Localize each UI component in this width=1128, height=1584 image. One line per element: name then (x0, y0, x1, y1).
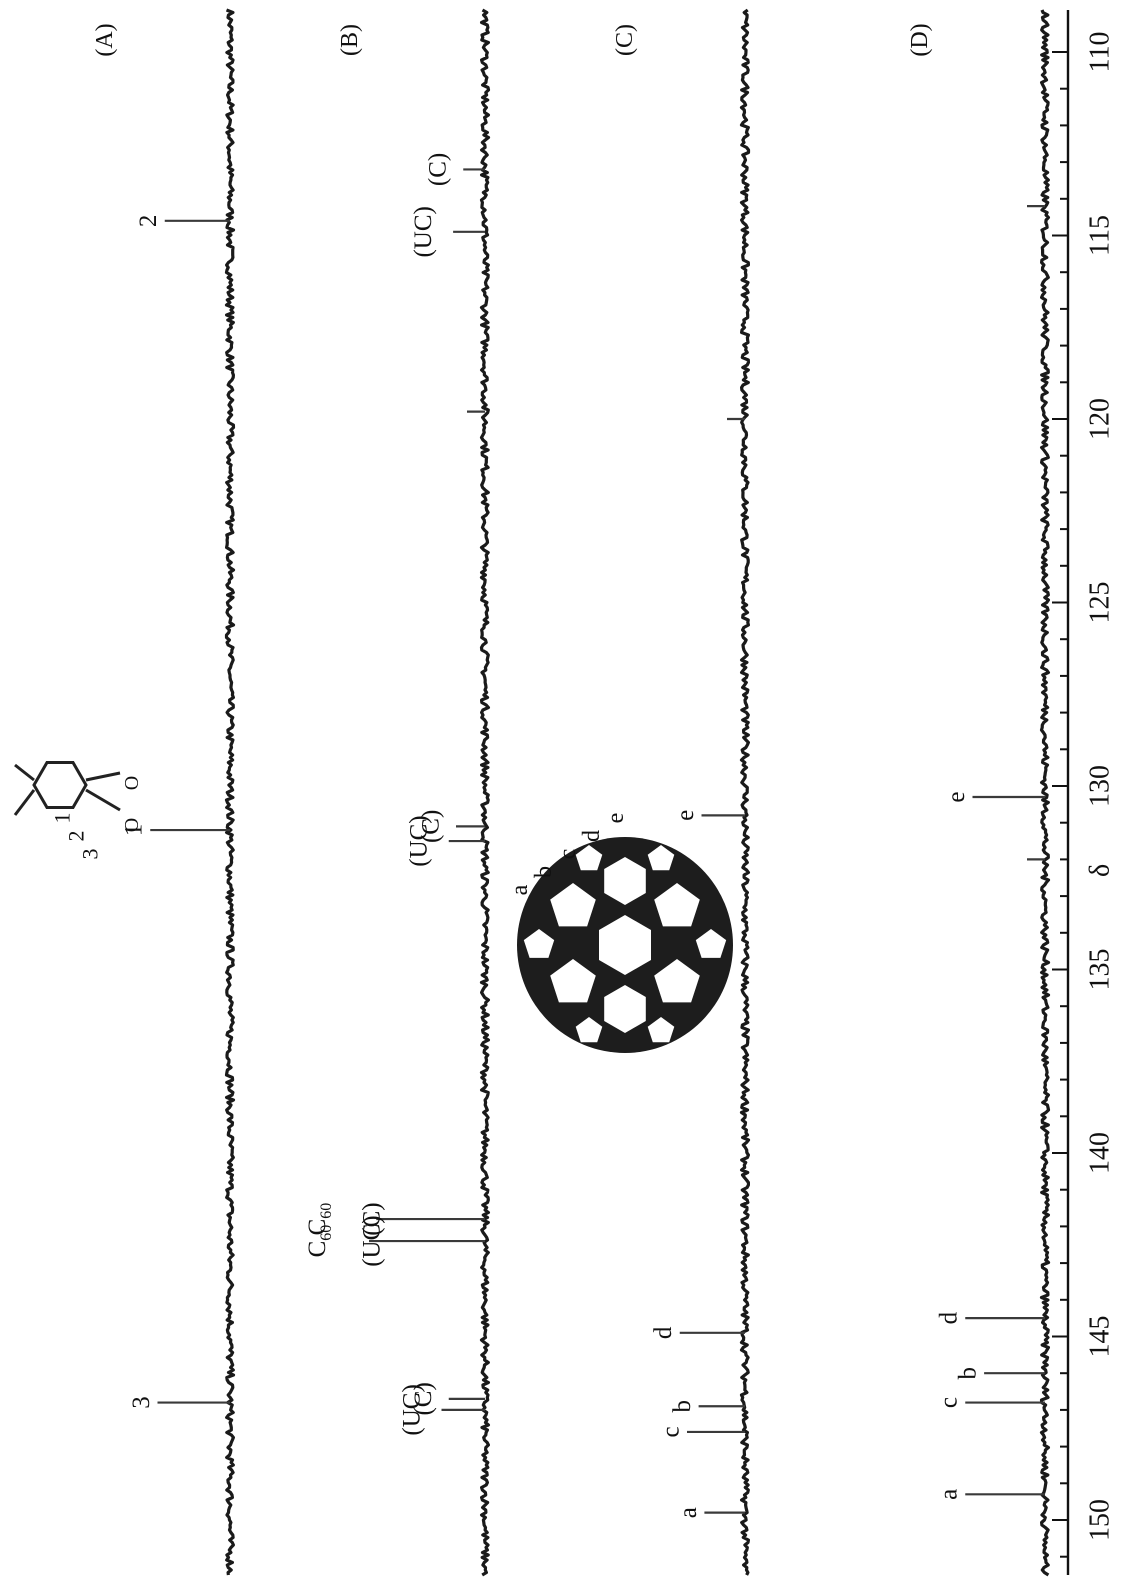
c60-peak-label: C60 (304, 1203, 335, 1236)
monomer-structure: OO (13, 761, 143, 832)
panel-label: (C) (612, 24, 638, 56)
peak-label: c (658, 1426, 685, 1437)
tick-label: 120 (1085, 398, 1116, 440)
peak-label: d (650, 1326, 677, 1339)
fullerene-face (654, 959, 700, 1003)
fullerene-face (575, 1017, 603, 1043)
panel-label: (B) (337, 24, 363, 56)
fullerene-face (654, 883, 700, 927)
peak-label: (UC) (406, 815, 433, 866)
spectrum-4 (965, 9, 1051, 1577)
spectrum-1 (150, 8, 236, 1576)
fullerene-c60-drawing (517, 837, 733, 1053)
peak-label: a (936, 1489, 963, 1500)
spectrum-2 (369, 8, 491, 1577)
tick-label: 140 (1085, 1132, 1116, 1174)
panel-label: (A) (92, 23, 118, 56)
peak-label: (C) (425, 153, 452, 186)
tick-label: 125 (1085, 582, 1116, 624)
peak-label: 2 (135, 215, 162, 228)
fullerene-position-label: d (579, 830, 605, 842)
benzene-ring (32, 761, 88, 809)
carbon-number-label: 3 (78, 849, 103, 860)
spectrum-trace (479, 8, 491, 1577)
peak-label: (UC) (410, 206, 437, 257)
fullerene-position-label: a (507, 884, 533, 895)
tick-label: 150 (1085, 1499, 1116, 1541)
tick-label: 130 (1085, 765, 1116, 807)
fullerene-face (575, 845, 603, 871)
oxygen-label: O (121, 776, 143, 790)
tick-label: 135 (1085, 949, 1116, 991)
fullerene-face (695, 929, 727, 958)
spectrum-3 (679, 8, 751, 1576)
fullerene-position-label: c (555, 849, 581, 860)
tick-label: 115 (1085, 215, 1116, 256)
fullerene-face (550, 883, 596, 927)
panel-label: (D) (907, 23, 933, 56)
spectrum-trace (224, 8, 236, 1576)
peak-label: b (955, 1367, 982, 1380)
axis-label-delta: δ (1085, 864, 1116, 877)
spectrum-trace (1039, 9, 1051, 1577)
tick-label: 110 (1085, 32, 1116, 73)
carbon-number-label: 1 (50, 813, 75, 824)
tick-label: 145 (1085, 1316, 1116, 1358)
fullerene-face (523, 929, 555, 958)
peak-label: b (669, 1400, 696, 1413)
peak-label: 1 (121, 824, 148, 837)
c60-text: C60 (304, 1225, 335, 1258)
peak-label: c (936, 1397, 963, 1408)
peak-label: (C) (410, 1382, 437, 1415)
delta-axis (1052, 10, 1070, 1575)
fullerene-face (604, 985, 646, 1033)
peak-label: e (672, 810, 699, 821)
peak-label: (UC) (399, 1384, 426, 1435)
c60-text: C60 (304, 1203, 335, 1236)
c60-peak-label: C60 (304, 1225, 335, 1258)
fullerene-position-label: b (531, 866, 557, 878)
peak-label: 3 (128, 1396, 155, 1409)
peak-label: d (936, 1311, 963, 1324)
peak-label: e (943, 791, 970, 802)
c60-qualifier: (C) (359, 1202, 386, 1235)
fullerene-face (647, 845, 675, 871)
fullerene-face (647, 1017, 675, 1043)
spectrum-trace (739, 8, 751, 1576)
peak-label: a (675, 1507, 702, 1518)
fullerene-face (550, 959, 596, 1003)
fullerene-position-label: e (603, 813, 629, 824)
peak-label: (C) (418, 810, 445, 843)
c60-qualifier: (UC) (359, 1215, 386, 1266)
oxygen-label: O (121, 818, 143, 832)
fullerene-face (604, 857, 646, 905)
carbon-number-label: 2 (64, 831, 89, 842)
fullerene-face (599, 915, 651, 975)
